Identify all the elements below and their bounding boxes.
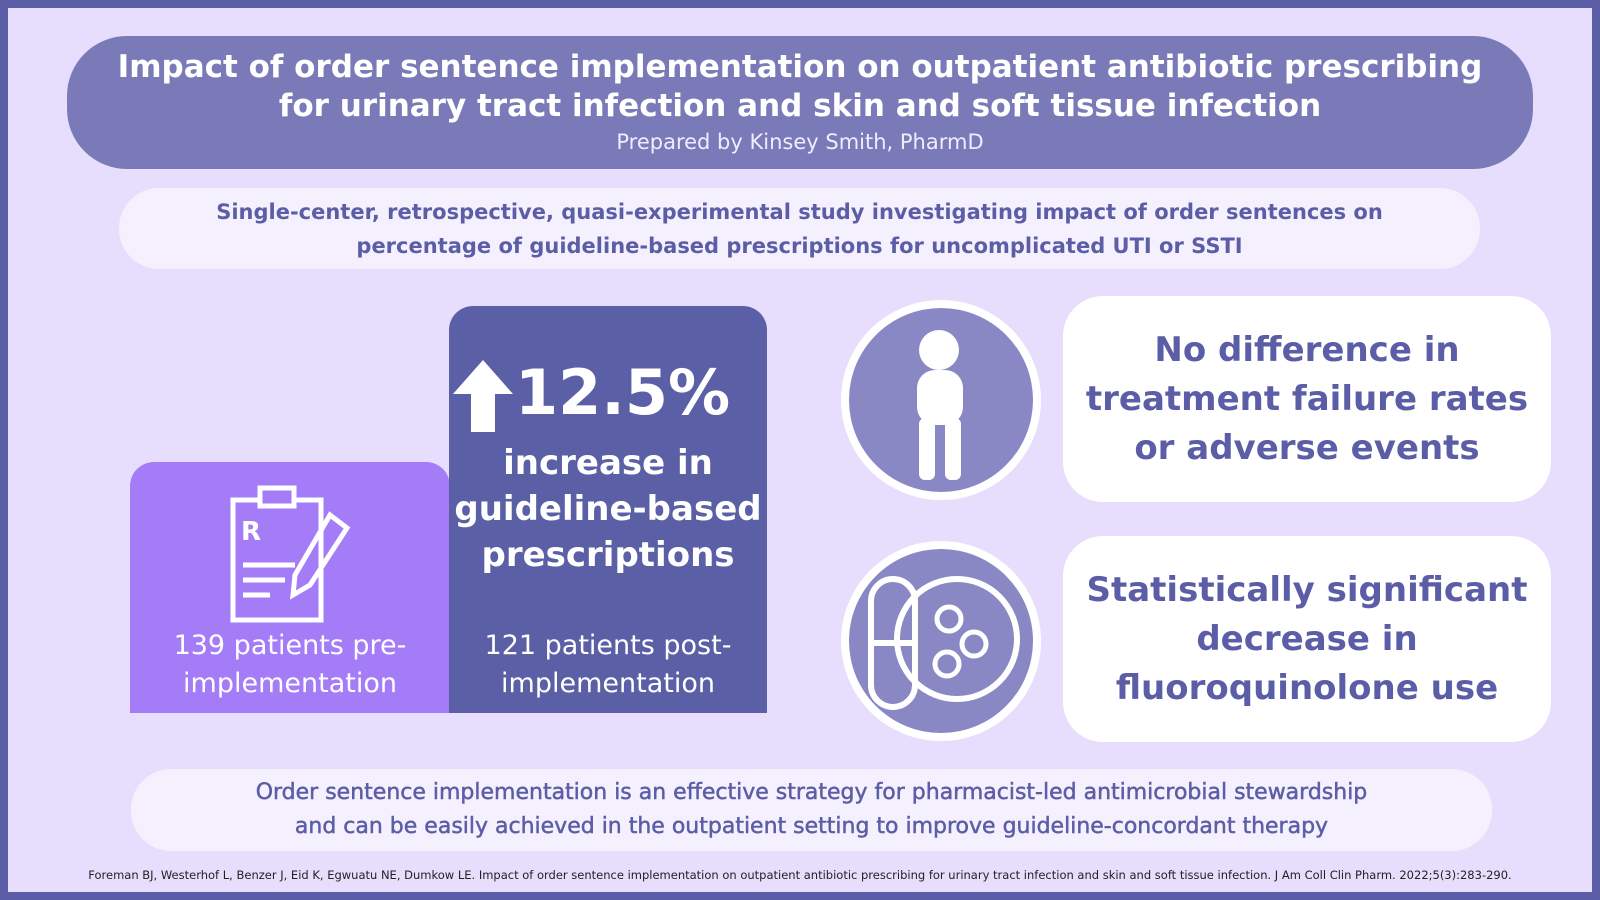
svg-text:R: R [241,517,261,547]
increase-text: increase in guideline-based prescription… [449,440,767,578]
caption-line: 139 patients pre- [173,630,407,661]
conclusion-line: Order sentence implementation is an effe… [255,780,1368,806]
rx-clipboard-icon: R [230,485,351,623]
outcome-card: No difference in treatment failure rates… [1063,296,1551,502]
post-caption: 121 patients post- implementation [449,627,767,703]
caption-line: implementation [501,668,715,699]
title-line: Impact of order sentence implementation … [117,48,1483,85]
citation: Foreman BJ, Westerhof L, Benzer J, Eid K… [88,868,1512,882]
text-line: prescriptions [481,535,735,575]
caption-line: implementation [183,668,397,699]
outcome-line: fluoroquinolone use [1115,667,1499,708]
pre-box: R 139 patients pre- implementation [130,462,450,713]
subtitle: Prepared by Kinsey Smith, PharmD [616,129,984,154]
conclusion: Order sentence implementation is an effe… [131,769,1492,851]
title-line: for urinary tract infection and skin and… [278,87,1322,124]
caption-line: 121 patients post- [484,630,732,661]
up-arrow-icon [453,360,513,432]
summary-line: Single-center, retrospective, quasi-expe… [216,199,1383,224]
summary-line: percentage of guideline-based prescripti… [356,233,1243,258]
header: Impact of order sentence implementation … [67,36,1533,169]
study-summary: Single-center, retrospective, quasi-expe… [119,188,1480,269]
outcome-line: treatment failure rates [1085,378,1529,419]
conclusion-line: and can be easily achieved in the outpat… [294,814,1329,840]
outcome-line: Statistically significant [1086,569,1528,610]
increase-value: 12.5% [515,356,731,429]
outcome-card: Statistically significant decrease in fl… [1063,536,1551,742]
text-line: increase in [503,443,713,483]
text-line: guideline-based [454,489,762,529]
pain-icon [841,300,1041,500]
pre-caption: 139 patients pre- implementation [130,627,450,703]
outcome-line: No difference in [1154,329,1460,370]
outcome-line: decrease in [1196,618,1418,659]
pill-icon [841,541,1041,741]
outcome-line: or adverse events [1134,427,1480,468]
post-box: 12.5% increase in guideline-based prescr… [449,306,767,713]
